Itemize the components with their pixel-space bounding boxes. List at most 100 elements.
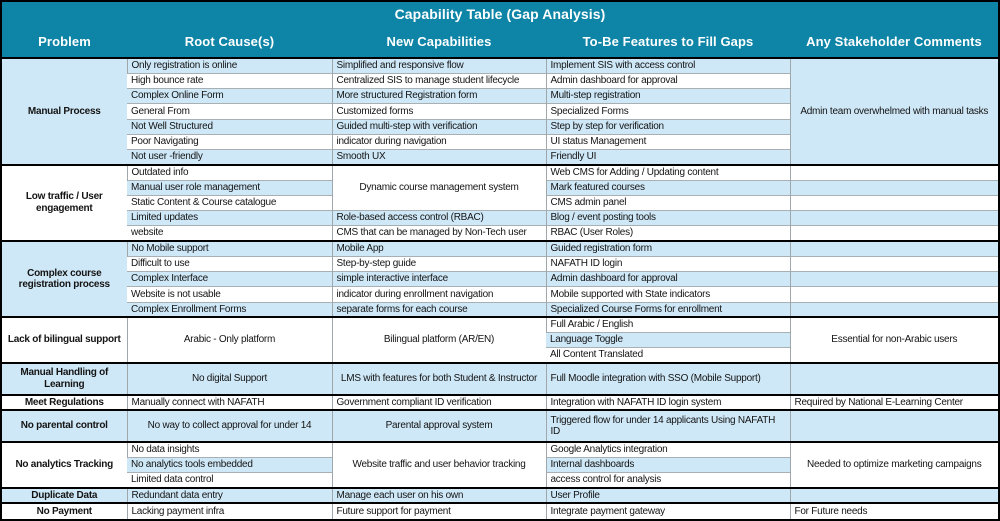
new-capability-cell: Manage each user on his own [331, 486, 546, 504]
table-row: Limited data control access control for a… [2, 471, 998, 488]
table-row: website CMS that can be managed by Non-Te… [2, 225, 998, 241]
to-be-cell: Google Analytics integration [545, 440, 790, 458]
gap-analysis-table: Manual Process Only registration is onlin… [2, 57, 998, 519]
to-be-cell: Specialized Forms [545, 103, 790, 119]
table-row: Not Well Structured Guided multi-step wit… [2, 118, 998, 135]
comment-cell [789, 270, 998, 287]
root-cause-cell: Manual user role management [127, 179, 332, 196]
comment-cell [789, 486, 998, 504]
root-cause-cell: Redundant data entry [126, 486, 332, 504]
table-row: No analytics tools embedded Internal dash… [2, 456, 998, 473]
table-row: Website is not usable indicator during en… [2, 286, 998, 302]
root-cause-cell: No data insights [126, 440, 332, 458]
problem-cell: No Payment [2, 502, 127, 519]
table-row: All Content Translated [2, 347, 998, 363]
new-capability-cell: More structured Registration form [331, 87, 546, 104]
to-be-cell: Admin dashboard for approval [545, 270, 790, 287]
column-header-to-be-features: To-Be Features to Fill Gaps [582, 33, 754, 49]
table-row: Complex course registration process No Mo… [2, 239, 998, 318]
new-capability-cell: LMS with features for both Student & Ins… [331, 362, 546, 395]
new-capability-cell: Bilingual platform (AR/EN) [331, 316, 546, 363]
table-row: Limited updates Role-based access control… [2, 209, 998, 226]
to-be-cell: Multi-step registration [545, 87, 790, 104]
to-be-cell: Friendly UI [545, 148, 790, 165]
new-capability-cell: Step-by-step guide [331, 255, 546, 272]
to-be-cell: All Content Translated [546, 347, 790, 363]
table-row: Complex Online Form More structured Regis… [2, 87, 998, 104]
comment-cell [789, 225, 998, 241]
comment-cell [789, 255, 998, 272]
table-row: Complex Enrollment Forms separate forms f… [2, 301, 998, 318]
to-be-cell: CMS admin panel [545, 194, 790, 211]
new-capability-cell: Website traffic and user behavior tracki… [331, 440, 546, 488]
table-row: Not user -friendly Smooth UX Friendly UI [2, 148, 998, 165]
new-capability-cell: indicator during navigation [331, 133, 546, 150]
root-cause-cell: No digital Support [126, 362, 332, 395]
to-be-cell: Internal dashboards [545, 456, 790, 473]
table-row: Language Toggle [2, 331, 998, 348]
problem-cell: No analytics Tracking [2, 440, 127, 488]
comment-cell [789, 163, 998, 180]
new-capability-cell: Customized forms [331, 103, 546, 119]
table-row: Manual user role management Mark featured… [2, 179, 998, 196]
table-row: Manual Handling of Learning No digital Su… [2, 362, 998, 395]
comment-cell: Needed to optimize marketing campaigns [789, 440, 998, 488]
comment-cell: Admin team overwhelmed with manual tasks [789, 58, 998, 165]
to-be-cell: Mobile supported with State indicators [545, 286, 790, 302]
to-be-cell: NAFATH ID login [545, 255, 790, 272]
table-row: Static Content & Course catalogue CMS adm… [2, 194, 998, 211]
to-be-cell: Web CMS for Adding / Updating content [545, 163, 790, 180]
root-cause-cell: Not Well Structured [127, 118, 332, 135]
to-be-cell: Integrate payment gateway [545, 502, 790, 519]
to-be-cell: access control for analysis [545, 471, 790, 488]
column-header-new-capabilities: New Capabilities [386, 33, 492, 49]
root-cause-cell: High bounce rate [127, 72, 332, 89]
to-be-cell: Specialized Course Forms for enrollment [545, 301, 790, 318]
new-capability-cell: Guided multi-step with verification [331, 118, 546, 135]
root-cause-cell: Only registration is online [126, 58, 332, 74]
comment-cell [789, 179, 998, 196]
to-be-cell: Step by step for verification [545, 118, 790, 135]
problem-cell: No parental control [2, 409, 127, 442]
comment-cell [789, 209, 998, 226]
to-be-cell: Mark featured courses [545, 179, 790, 196]
new-capability-cell: Future support for payment [331, 502, 546, 519]
problem-cell: Lack of bilingual support [2, 316, 127, 363]
comment-cell [789, 409, 998, 442]
new-capability-cell: Mobile App [331, 239, 546, 257]
table-row: High bounce rate Centralized SIS to manag… [2, 72, 998, 89]
root-cause-cell: No Mobile support [126, 239, 332, 257]
new-capability-cell: CMS that can be managed by Non-Tech user [331, 225, 546, 241]
problem-cell: Manual Process [2, 58, 127, 165]
new-capability-cell: Parental approval system [331, 409, 546, 442]
new-capability-cell: Dynamic course management system [331, 163, 546, 211]
new-capability-cell: Simplified and responsive flow [331, 58, 546, 74]
table-row: Complex Interface simple interactive inte… [2, 270, 998, 287]
new-capability-cell: Government compliant ID verification [331, 393, 546, 411]
problem-cell: Low traffic / User engagement [2, 163, 127, 241]
new-capability-cell: separate forms for each course [331, 301, 546, 318]
to-be-cell: Admin dashboard for approval [545, 72, 790, 89]
problem-cell: Manual Handling of Learning [2, 362, 127, 395]
to-be-cell: Blog / event posting tools [545, 209, 790, 226]
comment-cell [789, 301, 998, 318]
root-cause-cell: Static Content & Course catalogue [127, 194, 332, 211]
table-row: Manual Process Only registration is onlin… [2, 58, 998, 165]
to-be-cell: UI status Management [545, 133, 790, 150]
table-row: General From Customized forms Specialized … [2, 103, 998, 119]
root-cause-cell: Arabic - Only platform [126, 316, 332, 363]
root-cause-cell: Complex Online Form [127, 87, 332, 104]
to-be-cell: Full Arabic / English [545, 316, 790, 333]
root-cause-cell: Complex Interface [127, 270, 332, 287]
comment-cell [789, 239, 998, 257]
root-cause-cell: Complex Enrollment Forms [127, 301, 332, 318]
root-cause-cell: Limited data control [127, 471, 332, 488]
comment-cell: For Future needs [789, 502, 998, 519]
comment-cell: Essential for non-Arabic users [789, 316, 998, 363]
root-cause-cell: General From [127, 103, 332, 119]
table-row: No parental control No way to collect app… [2, 409, 998, 442]
new-capability-cell: Smooth UX [331, 148, 546, 165]
root-cause-cell: Outdated info [126, 163, 332, 180]
comment-cell [789, 194, 998, 211]
column-header-row: Problem Root Cause(s) New Capabilities T… [2, 25, 998, 57]
